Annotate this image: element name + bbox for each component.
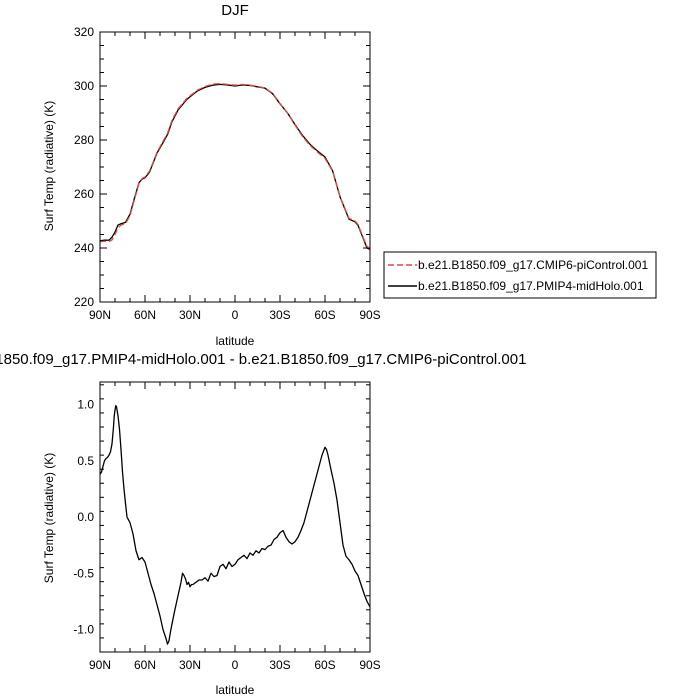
top-x-tick-label: 90N (89, 308, 111, 322)
bottom-chart-title: b.e21.B1850.f09_g17.PMIP4-midHolo.001 - … (0, 351, 526, 368)
bottom-x-axis-label: latitude (216, 683, 255, 697)
top-x-tick-label: 60N (134, 308, 156, 322)
legend-label-midholo: b.e21.B1850.f09_g17.PMIP4-midHolo.001 (418, 279, 644, 293)
top-y-axis-label: Surf Temp (radiative) (K) (42, 101, 56, 231)
bottom-y-tick-label: 0.5 (77, 454, 94, 468)
top-chart-title: DJF (221, 2, 249, 19)
top-y-tick-label: 220 (74, 295, 94, 309)
bottom-plot-frame (99, 381, 371, 653)
top-x-tick-label: 60S (314, 308, 335, 322)
bottom-y-tick-label: 1.0 (77, 398, 94, 412)
top-series-line-0 (99, 82, 371, 249)
bottom-x-tick-label: 90N (89, 658, 111, 672)
bottom-x-tick-label: 0 (232, 658, 239, 672)
bottom-x-tick-label: 30S (269, 658, 290, 672)
bottom-y-tick-label: -0.5 (73, 566, 94, 580)
bottom-y-tick-label: 0.0 (77, 510, 94, 524)
top-y-tick-label: 320 (74, 25, 94, 39)
top-y-tick-label: 280 (74, 133, 94, 147)
legend-label-picontrol: b.e21.B1850.f09_g17.CMIP6-piControl.001 (418, 258, 648, 272)
bottom-series-lines (99, 404, 371, 645)
bottom-y-tick-label: -1.0 (73, 623, 94, 637)
bottom-y-axis-label: Surf Temp (radiative) (K) (42, 453, 56, 583)
top-axis-ticks: 90N 60N 30N 0 30S 60S 90S 220 240 260 280 300 320 (74, 25, 381, 322)
bottom-x-tick-label: 30N (179, 658, 201, 672)
top-x-axis-label: latitude (216, 334, 255, 348)
bottom-x-tick-label: 90S (359, 658, 380, 672)
top-y-tick-label: 240 (74, 241, 94, 255)
bottom-x-tick-label: 60N (134, 658, 156, 672)
top-x-tick-label: 0 (232, 308, 239, 322)
top-y-tick-label: 300 (74, 79, 94, 93)
top-plot-frame (99, 31, 371, 303)
legend: b.e21.B1850.f09_g17.CMIP6-piControl.001 … (383, 251, 657, 299)
bottom-panel: b.e21.B1850.f09_g17.PMIP4-midHolo.001 - … (0, 351, 526, 697)
legend-box (383, 251, 657, 299)
top-y-tick-label: 260 (74, 187, 94, 201)
bottom-x-tick-label: 60S (314, 658, 335, 672)
top-series-lines (99, 82, 371, 250)
top-x-tick-label: 90S (359, 308, 380, 322)
top-x-tick-label: 30S (269, 308, 290, 322)
bottom-series-line-0 (99, 404, 371, 645)
top-x-tick-label: 30N (179, 308, 201, 322)
top-panel: DJF latitude Surf Temp (radiative) (K) 9… (42, 2, 657, 348)
